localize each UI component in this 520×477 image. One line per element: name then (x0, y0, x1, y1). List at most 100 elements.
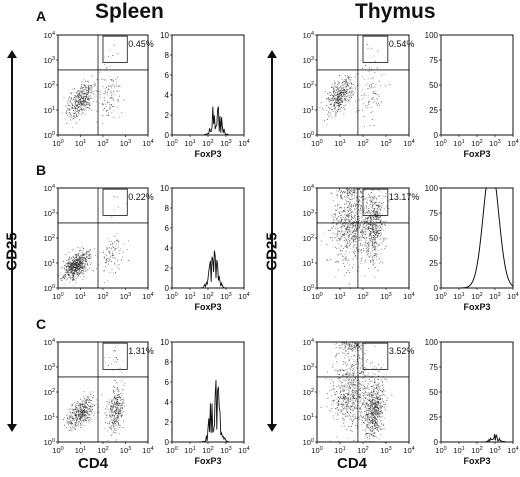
event-dot (345, 396, 347, 398)
event-dot (346, 239, 348, 241)
event-dot (118, 394, 120, 396)
event-dot (355, 88, 356, 90)
y-tick-label: 6 (165, 224, 170, 233)
event-dot (359, 358, 361, 359)
x-tick-label: 104 (507, 139, 518, 148)
cluster-1 (319, 64, 367, 125)
event-dot (88, 399, 90, 401)
event-dot (117, 395, 119, 397)
event-dot (79, 265, 81, 267)
event-dot (363, 368, 365, 370)
event-dot (333, 389, 335, 390)
event-dot (113, 419, 115, 421)
event-dot (70, 423, 72, 425)
event-dot (342, 398, 344, 400)
event-dot (364, 190, 366, 191)
event-dot (335, 224, 337, 226)
event-dot (338, 379, 340, 381)
event-dot (109, 252, 111, 254)
event-dot (113, 255, 115, 257)
event-dot (74, 422, 76, 423)
event-dot (80, 109, 82, 110)
event-dot (69, 264, 71, 265)
event-dot (378, 204, 380, 206)
event-dot (117, 394, 119, 396)
event-dot (119, 413, 121, 415)
event-dot (114, 411, 116, 413)
event-dot (370, 401, 372, 403)
event-dot (350, 412, 352, 414)
event-dot (337, 412, 339, 414)
event-dot (73, 273, 74, 275)
event-dot (329, 378, 331, 380)
event-dot (112, 251, 113, 253)
event-dot (330, 95, 332, 96)
event-dot (110, 419, 112, 421)
event-dot (342, 382, 343, 384)
event-dot (90, 98, 92, 100)
event-dot (75, 261, 77, 263)
event-dot (365, 224, 367, 226)
x-tick-label: 102 (97, 446, 108, 455)
event-dot (347, 372, 349, 374)
event-dot (84, 101, 86, 103)
event-dot (93, 415, 95, 417)
event-dot (370, 231, 372, 233)
event-dot (64, 273, 66, 275)
x-tick-label: 100 (311, 292, 322, 301)
event-dot (362, 217, 364, 219)
event-dot (73, 409, 75, 411)
event-dot (82, 86, 84, 88)
event-dot (354, 408, 356, 410)
event-dot (77, 267, 79, 269)
event-dot (341, 230, 343, 232)
event-dot (346, 373, 348, 375)
event-dot (377, 216, 378, 217)
x-tick-label: 101 (334, 292, 345, 301)
event-dot (72, 279, 73, 280)
event-dot (370, 236, 372, 238)
event-dot (92, 409, 93, 410)
event-dot (371, 47, 373, 49)
event-dot (82, 96, 84, 98)
event-dot (374, 346, 376, 347)
event-dot (115, 258, 116, 260)
event-dot (80, 93, 82, 95)
event-dot (348, 367, 350, 369)
event-dot (84, 113, 86, 115)
event-dot (115, 248, 117, 250)
event-dot (86, 402, 87, 403)
event-dot (71, 264, 73, 266)
gate-percentage: 0.45% (128, 39, 154, 49)
event-dot (112, 415, 114, 416)
event-dot (373, 210, 375, 212)
event-dot (341, 403, 343, 405)
event-dot (364, 417, 366, 419)
event-dot (373, 255, 375, 257)
event-dot (379, 217, 380, 219)
event-dot (373, 99, 375, 100)
event-dot (344, 408, 346, 410)
event-dot (354, 233, 355, 234)
event-dot (370, 220, 371, 222)
x-tick-label: 100 (166, 139, 177, 148)
event-dot (355, 351, 356, 353)
event-dot (67, 262, 69, 263)
event-dot (79, 268, 81, 270)
event-dot (364, 220, 366, 222)
event-dot (104, 79, 106, 81)
event-dot (351, 405, 353, 407)
event-dot (343, 397, 344, 398)
x-tick-label: 103 (380, 139, 391, 148)
event-dot (78, 414, 80, 416)
event-dot (361, 392, 363, 394)
event-dot (364, 219, 366, 220)
event-dot (112, 359, 114, 361)
event-dot (118, 268, 120, 270)
x-tick-label: 102 (202, 446, 213, 455)
event-dot (81, 416, 82, 418)
event-dot (349, 242, 351, 244)
event-dot (337, 95, 339, 97)
event-dot (354, 413, 356, 415)
event-dot (332, 222, 334, 223)
